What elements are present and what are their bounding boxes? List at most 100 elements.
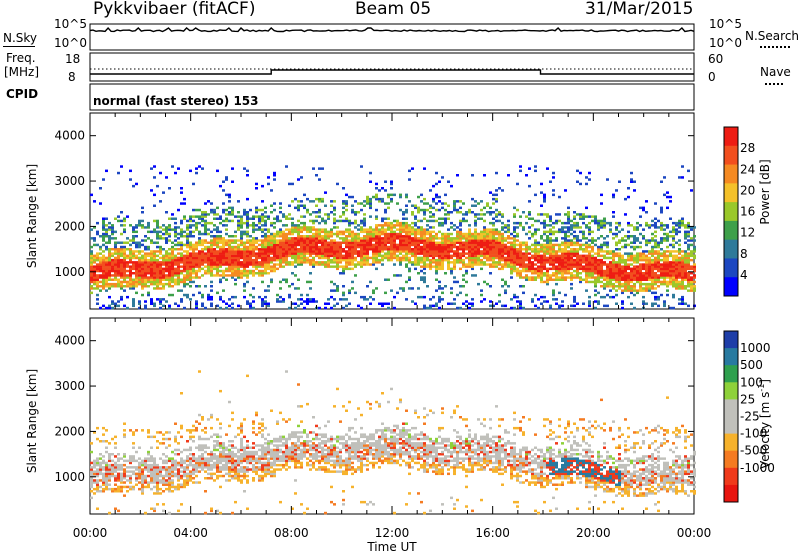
power-cell [414,221,417,225]
power-cell [510,261,513,264]
power-cell [423,235,426,238]
power-cell [645,221,648,225]
power-cell [606,285,609,288]
power-cell [123,280,126,284]
power-cell [438,217,441,220]
power-cell [357,202,360,205]
power-cell [486,237,489,240]
power-cell [90,193,93,197]
power-cell [429,267,432,271]
power-cell [588,274,591,277]
power-cell [93,239,96,242]
power-cell [192,182,195,186]
power-cell [456,248,459,251]
power-cell [243,265,246,268]
power-cell [336,232,339,236]
power-cell [168,235,171,238]
power-cell [585,276,588,279]
power-cell [186,256,189,260]
power-cell [132,287,135,290]
power-cell [678,258,681,262]
power-cell [237,224,240,227]
power-cell [267,245,270,249]
power-cell [234,245,237,249]
power-cell [531,298,534,301]
velocity-cell [90,490,93,493]
power-cell [126,256,129,260]
power-cell [135,278,138,281]
power-cell [201,256,204,260]
power-cell [498,256,501,260]
power-cell [420,295,423,299]
power-cell [345,254,348,258]
power-cell [315,261,318,264]
power-cell [162,267,165,271]
power-cell [261,213,264,216]
power-cell [627,230,630,234]
power-cell [291,232,294,236]
power-cell [627,295,630,299]
power-cell [405,228,408,231]
power-cell [303,193,306,197]
velocity-cell [90,470,93,473]
power-cell [195,304,198,308]
power-cell [450,302,453,305]
power-cell [687,272,690,275]
power-cell [342,187,345,190]
power-cell [675,221,678,225]
power-cell [135,261,138,264]
power-cell [138,280,141,284]
power-cell [645,282,648,286]
power-cell [156,280,159,284]
power-cell [276,263,279,266]
power-cell [231,258,234,262]
power-cell [483,261,486,264]
power-cell [639,224,642,227]
power-cell [588,276,591,279]
power-cell [135,282,138,286]
power-cell [336,289,339,292]
power-cell [564,221,567,225]
power-cell [657,274,660,277]
power-cell [660,180,663,183]
power-cell [429,241,432,244]
power-cell [318,232,321,236]
power-cell [606,280,609,284]
power-cell [501,237,504,240]
power-cell [192,208,195,212]
power-cell [564,272,567,275]
power-cell [405,208,408,212]
power-cell [348,221,351,225]
power-cell [522,263,525,266]
power-cell [321,200,324,203]
power-cell [654,250,657,253]
power-cell [264,289,267,292]
power-cell [111,302,114,305]
power-cell [300,226,303,229]
power-cell [225,243,228,247]
power-cell [390,252,393,255]
power-cell [108,235,111,238]
power-cell [336,248,339,251]
power-cell [318,252,321,255]
power-cell [591,272,594,275]
power-cell [672,245,675,249]
power-cell [513,295,516,299]
power-cell [138,274,141,277]
power-cell [516,261,519,264]
velocity-cell [93,461,96,465]
power-cell [567,256,570,260]
power-cell [414,204,417,207]
power-cell [486,235,489,238]
power-cell [522,256,525,260]
power-cell [552,221,555,225]
power-cell [273,258,276,262]
power-cell [195,302,198,305]
power-cell [360,295,363,299]
power-cell [594,306,597,310]
power-cell [219,235,222,238]
power-cell [528,184,531,188]
power-cell [336,235,339,238]
power-cell [417,206,420,210]
power-cell [456,174,459,177]
